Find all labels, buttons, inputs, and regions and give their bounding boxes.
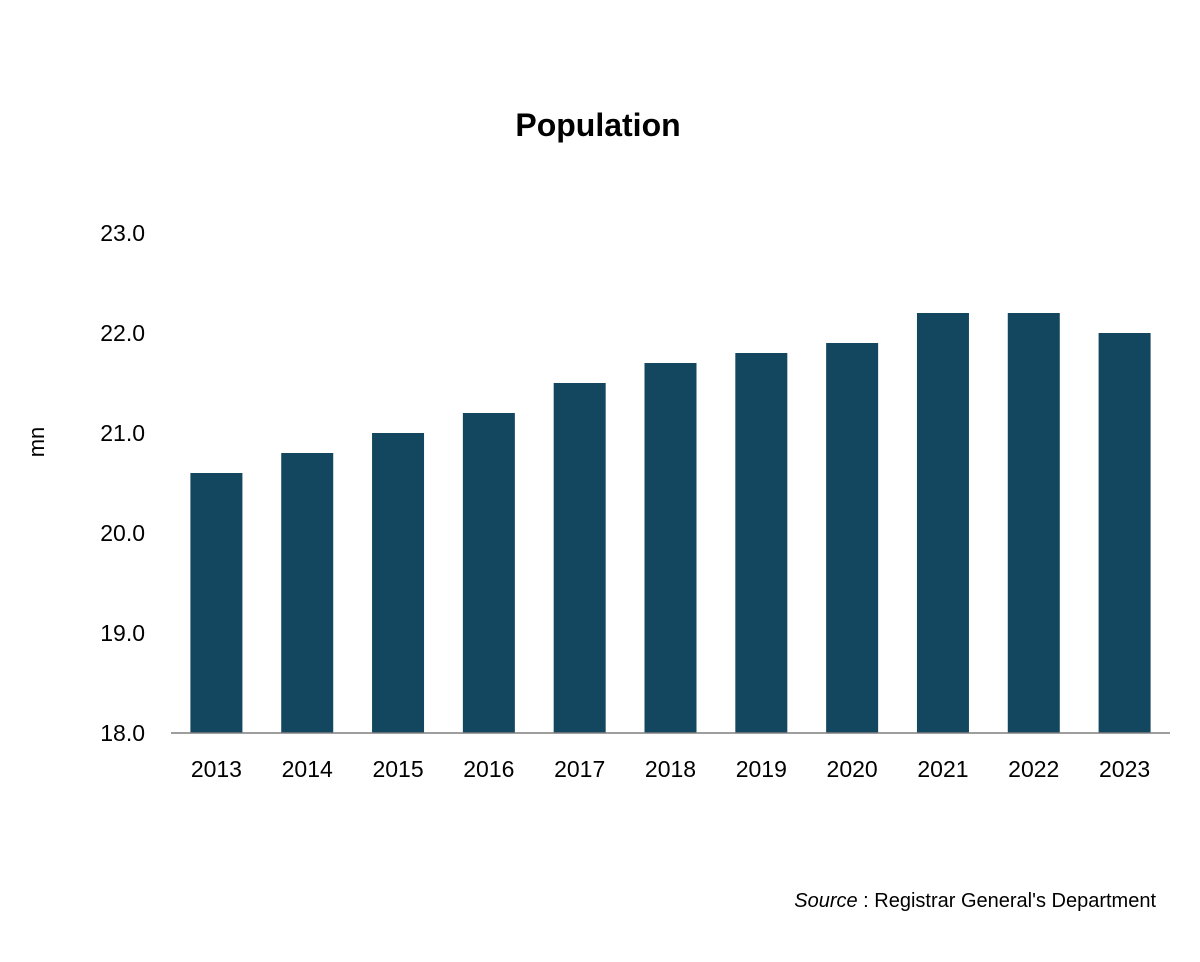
y-tick-label: 19.0 (100, 620, 145, 646)
x-tick-label: 2023 (1099, 756, 1150, 782)
bar-2023 (1098, 333, 1151, 733)
bar-2016 (462, 413, 515, 733)
bar-2021 (916, 313, 969, 733)
y-axis-ticks: 18.0 19.0 20.0 21.0 22.0 23.0 (100, 220, 145, 746)
bar-2017 (553, 383, 606, 733)
source-note: Source : Registrar General's Department (794, 890, 1156, 913)
x-tick-label: 2014 (282, 756, 333, 782)
y-tick-label: 23.0 (100, 220, 145, 246)
x-tick-label: 2013 (191, 756, 242, 782)
bar-2022 (1007, 313, 1060, 733)
chart-title: Population (515, 107, 680, 143)
y-tick-label: 22.0 (100, 320, 145, 346)
x-tick-label: 2020 (827, 756, 878, 782)
y-axis-title: mn (24, 427, 49, 458)
x-tick-label: 2021 (917, 756, 968, 782)
y-tick-label: 18.0 (100, 720, 145, 746)
x-tick-label: 2019 (736, 756, 787, 782)
bar-2015 (372, 433, 425, 733)
y-tick-label: 20.0 (100, 520, 145, 546)
source-text: : Registrar General's Department (863, 890, 1156, 912)
source-label: Source (794, 890, 858, 912)
bar-2018 (644, 363, 697, 733)
x-tick-label: 2016 (463, 756, 514, 782)
x-axis-ticks: 2013 2014 2015 2016 2017 2018 2019 2020 2021 2022… (191, 756, 1150, 782)
bar-2020 (826, 343, 879, 733)
x-tick-label: 2018 (645, 756, 696, 782)
bar-2013 (190, 473, 243, 733)
bar-2019 (735, 353, 788, 733)
x-tick-label: 2015 (372, 756, 423, 782)
bar-2014 (281, 453, 334, 733)
x-tick-label: 2017 (554, 756, 605, 782)
bar-series (190, 313, 1151, 733)
x-tick-label: 2022 (1008, 756, 1059, 782)
y-tick-label: 21.0 (100, 420, 145, 446)
